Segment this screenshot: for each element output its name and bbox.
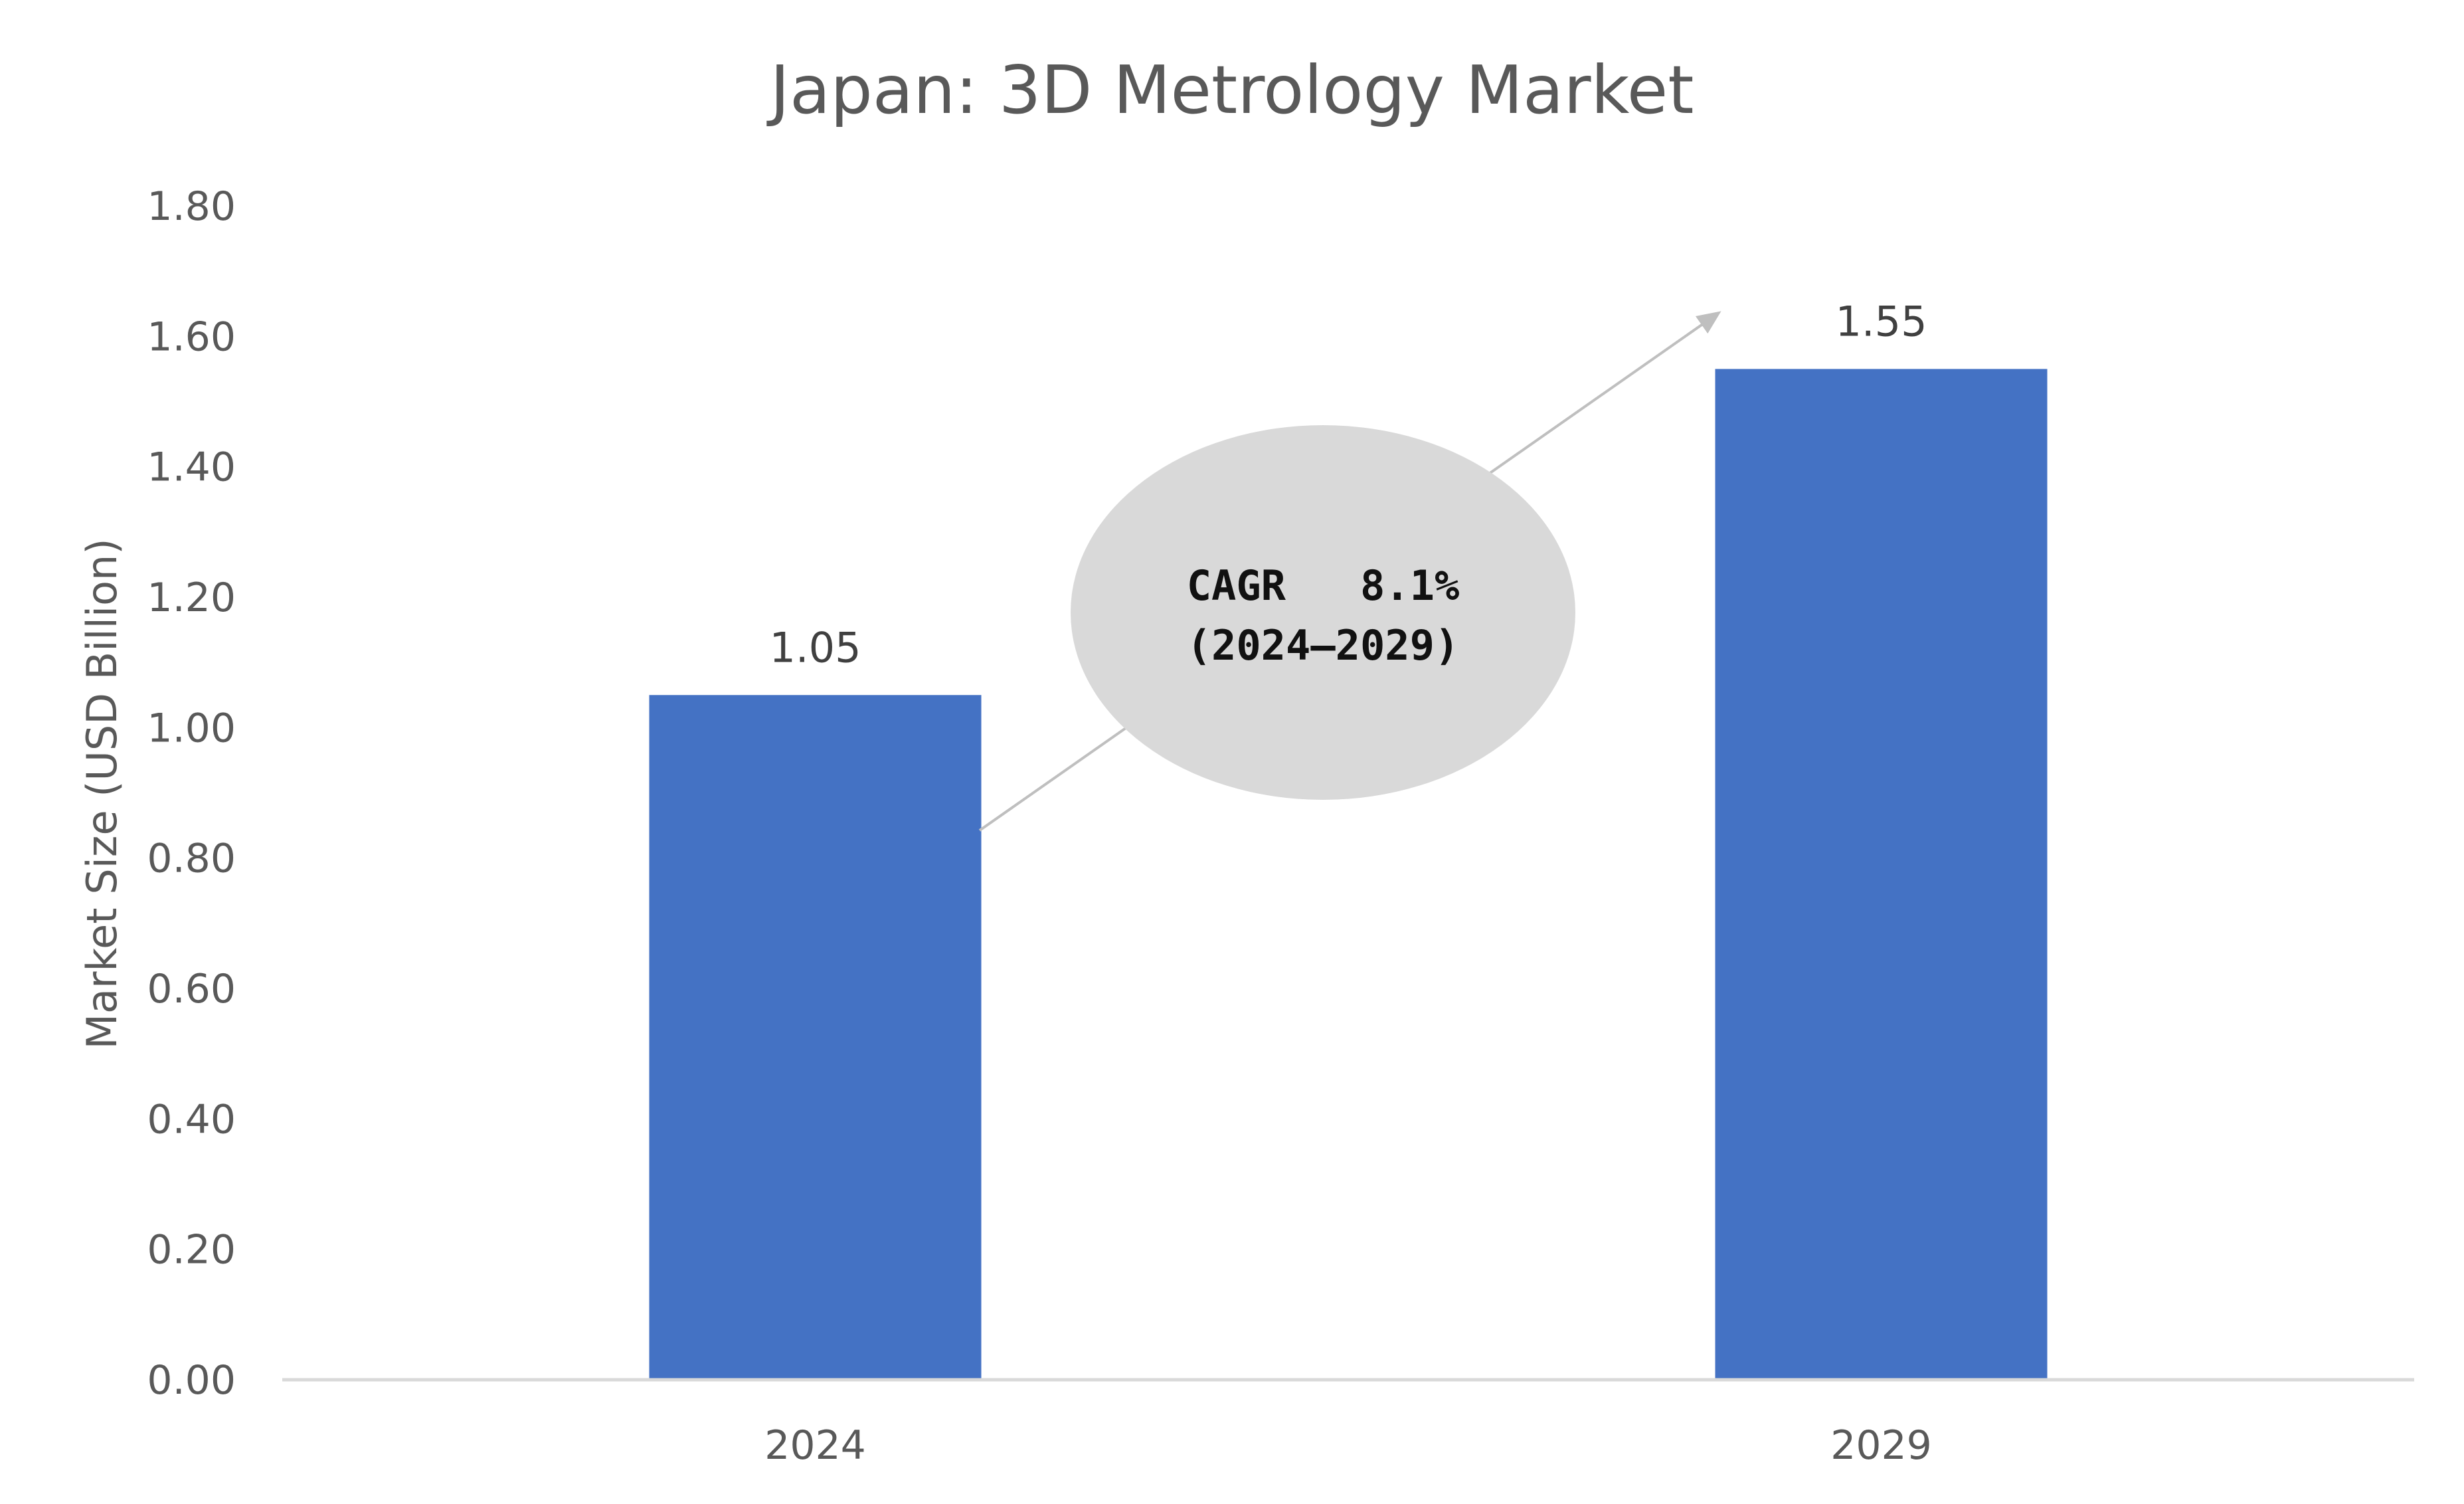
cagr-ellipse: [1071, 425, 1575, 800]
y-tick-label: 1.20: [147, 575, 236, 621]
bars-group: [649, 369, 2048, 1380]
cagr-period-label: (2024–2029): [1187, 621, 1460, 670]
y-tick-label: 0.20: [147, 1227, 236, 1273]
data-label: 1.55: [1835, 297, 1927, 345]
y-tick-label: 0.80: [147, 836, 236, 882]
y-tick-label: 1.00: [147, 705, 236, 751]
y-tick-label: 0.60: [147, 966, 236, 1012]
data-label: 1.05: [769, 623, 861, 672]
y-tick-label: 1.40: [147, 444, 236, 491]
cagr-value-label: CAGR 8.1%: [1187, 561, 1460, 610]
data-labels-group: 1.05 1.55: [769, 297, 1927, 672]
y-tick-label: 1.60: [147, 314, 236, 360]
chart-title: Japan: 3D Metrology Market: [766, 51, 1694, 129]
y-tick-label: 0.00: [147, 1357, 236, 1404]
y-tick-label: 1.80: [147, 183, 236, 230]
bar-2029: [1715, 369, 2048, 1380]
x-tick-label: 2024: [764, 1422, 866, 1469]
x-tick-label: 2029: [1830, 1422, 1932, 1469]
cagr-annotation: CAGR 8.1% (2024–2029): [978, 311, 1721, 832]
y-axis-ticks: 0.00 0.20 0.40 0.60 0.80 1.00 1.20 1.40 1.60 1.80: [147, 183, 236, 1404]
x-axis-ticks: 2024 2029: [764, 1422, 1932, 1469]
y-axis-title: Market Size (USD Billion): [78, 538, 126, 1049]
y-tick-label: 0.40: [147, 1096, 236, 1143]
bar-2024: [649, 695, 982, 1380]
